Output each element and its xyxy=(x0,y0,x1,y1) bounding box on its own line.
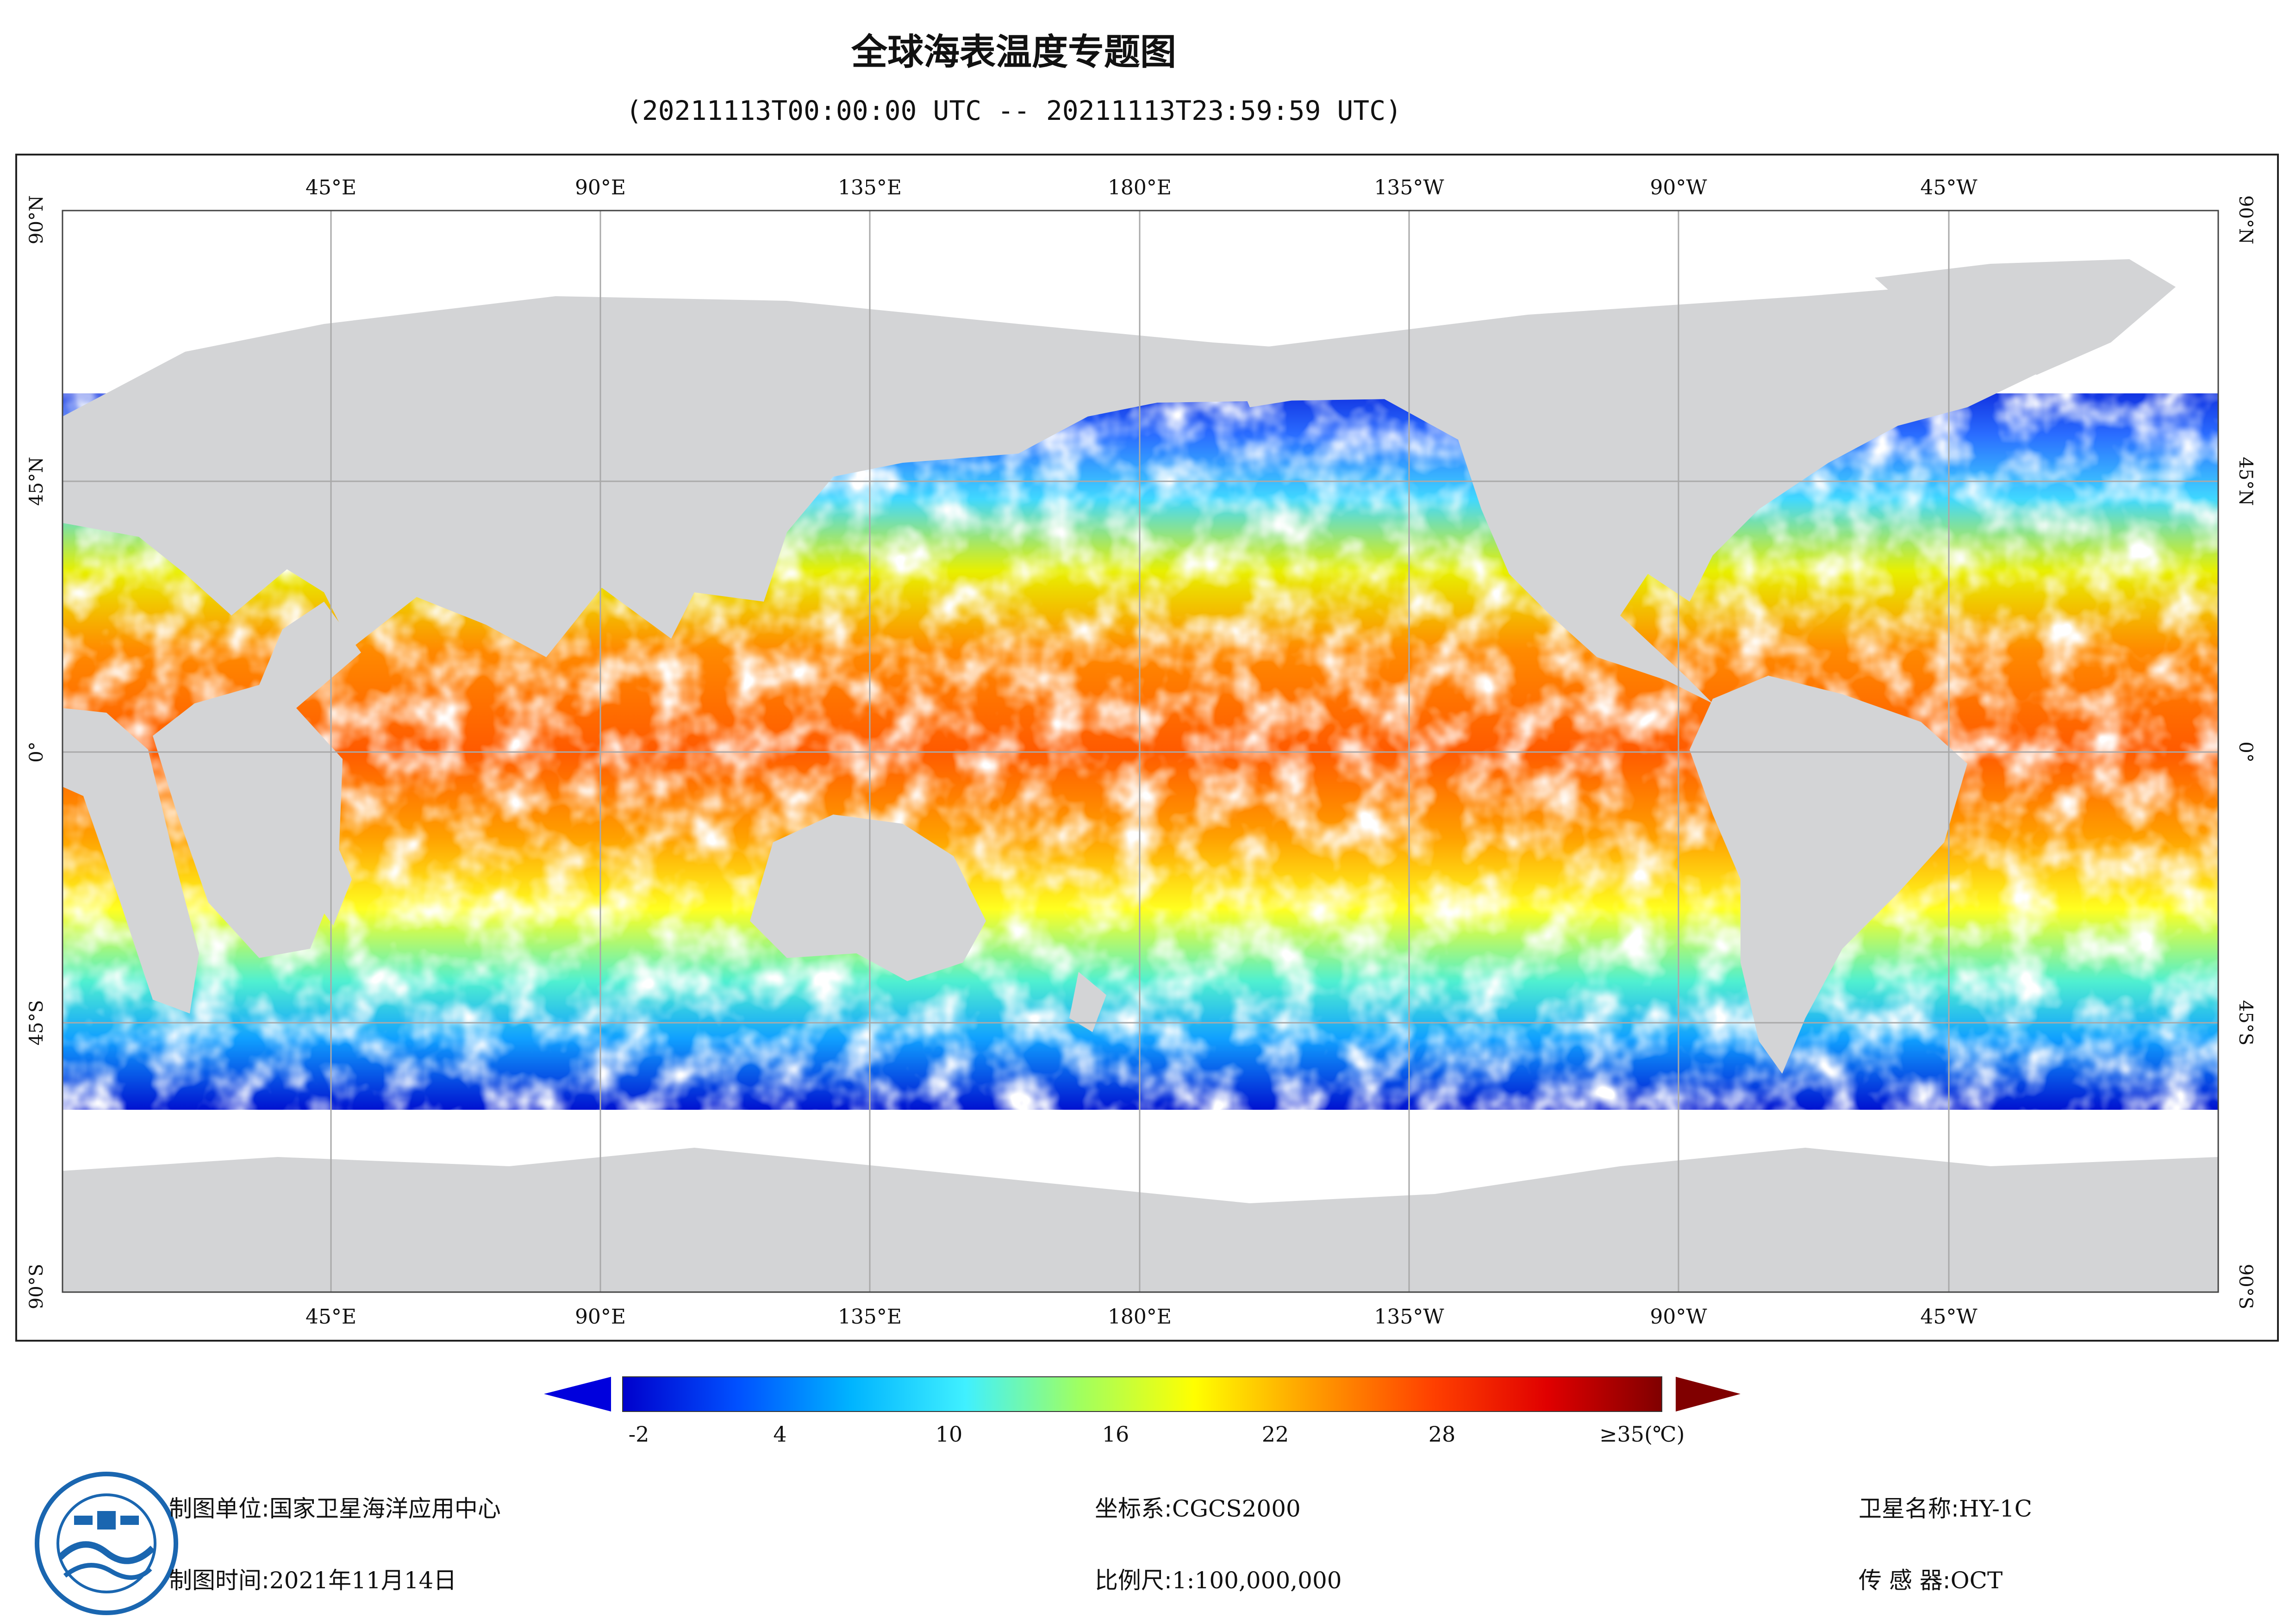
map-inner-border xyxy=(62,210,2219,1293)
producer-value: 国家卫星海洋应用中心 xyxy=(269,1495,501,1522)
left-lat-label: 45°N xyxy=(26,457,47,506)
bottom-lon-label: 45°W xyxy=(1920,1305,1978,1329)
bottom-lon-label: 135°W xyxy=(1374,1305,1444,1329)
crs-info: 坐标系:CGCS2000 xyxy=(1095,1490,1301,1524)
right-lat-label: 90°N xyxy=(2235,195,2256,244)
production-time-label: 制图时间: xyxy=(169,1567,269,1594)
legend-over-arrow xyxy=(1676,1377,1741,1412)
legend-colorbar xyxy=(622,1376,1662,1412)
map-title: 全球海表温度专题图 xyxy=(851,31,1176,73)
bottom-lon-label: 90°W xyxy=(1650,1305,1707,1329)
bottom-lon-label: 180°E xyxy=(1108,1305,1172,1329)
graticule xyxy=(62,211,2218,1292)
producer-info: 制图单位:国家卫星海洋应用中心 xyxy=(169,1490,501,1524)
satellite-label: 卫星名称: xyxy=(1859,1495,1959,1522)
left-lat-label: 45°S xyxy=(26,1000,47,1045)
satellite-value: HY-1C xyxy=(1959,1495,2032,1522)
land-madagascar xyxy=(319,847,352,926)
legend-tick: 10 xyxy=(935,1422,963,1447)
top-lon-label: 180°E xyxy=(1108,176,1172,199)
top-lon-label: 90°W xyxy=(1650,176,1707,199)
land-greenland xyxy=(1875,259,2176,375)
bottom-lon-label: 45°E xyxy=(306,1305,356,1329)
right-lat-label: 45°N xyxy=(2235,457,2256,506)
land-australia xyxy=(750,815,986,981)
top-lon-label: 90°E xyxy=(575,176,626,199)
bottom-lon-label: 135°E xyxy=(838,1305,902,1329)
land-europe-asia xyxy=(62,296,1481,657)
scale-value: 1:100,000,000 xyxy=(1172,1567,1342,1594)
land-north-america xyxy=(1227,278,2152,703)
top-lon-label: 45°E xyxy=(306,176,356,199)
top-lon-label: 135°W xyxy=(1374,176,1444,199)
right-lat-label: 0° xyxy=(2235,741,2256,762)
left-lat-label: 0° xyxy=(26,741,47,762)
production-time-value: 2021年11月14日 xyxy=(269,1567,457,1594)
left-lat-label: 90°N xyxy=(26,195,47,244)
land-africa-east xyxy=(153,602,361,958)
scale-info: 比例尺:1:100,000,000 xyxy=(1095,1562,1342,1595)
right-lat-label: 90°S xyxy=(2235,1264,2256,1309)
legend-tick: 4 xyxy=(773,1422,787,1447)
land-new-zealand xyxy=(1069,972,1106,1032)
scale-label: 比例尺: xyxy=(1095,1567,1172,1594)
sensor-label: 传 感 器: xyxy=(1859,1567,1951,1594)
nsoas-logo xyxy=(35,1472,178,1615)
land-south-america xyxy=(1690,676,1967,1074)
time-range-subtitle: (20211113T00:00:00 UTC -- 20211113T23:59… xyxy=(625,95,1402,126)
satellite-info: 卫星名称:HY-1C xyxy=(1859,1490,2032,1524)
legend-tick: 22 xyxy=(1261,1422,1289,1447)
bottom-lon-label: 90°E xyxy=(575,1305,626,1329)
production-time-info: 制图时间:2021年11月14日 xyxy=(169,1562,456,1595)
producer-label: 制图单位: xyxy=(169,1495,269,1522)
land-africa xyxy=(62,708,199,1014)
top-lon-label: 45°W xyxy=(1920,176,1978,199)
legend-unit-label: ≥35(℃) xyxy=(1599,1422,1685,1447)
crs-value: CGCS2000 xyxy=(1172,1495,1301,1522)
legend-tick: -2 xyxy=(628,1422,649,1447)
sensor-info: 传 感 器:OCT xyxy=(1859,1562,2003,1595)
top-lon-label: 135°E xyxy=(838,176,902,199)
right-lat-label: 45°S xyxy=(2235,1000,2256,1045)
legend-tick: 28 xyxy=(1428,1422,1456,1447)
legend-under-arrow xyxy=(544,1377,611,1412)
left-lat-label: 90°S xyxy=(26,1264,47,1309)
legend-tick: 16 xyxy=(1102,1422,1129,1447)
sensor-value: OCT xyxy=(1950,1567,2003,1594)
land-masses xyxy=(62,259,2218,1292)
crs-label: 坐标系: xyxy=(1095,1495,1172,1522)
color-legend xyxy=(544,1376,1741,1412)
